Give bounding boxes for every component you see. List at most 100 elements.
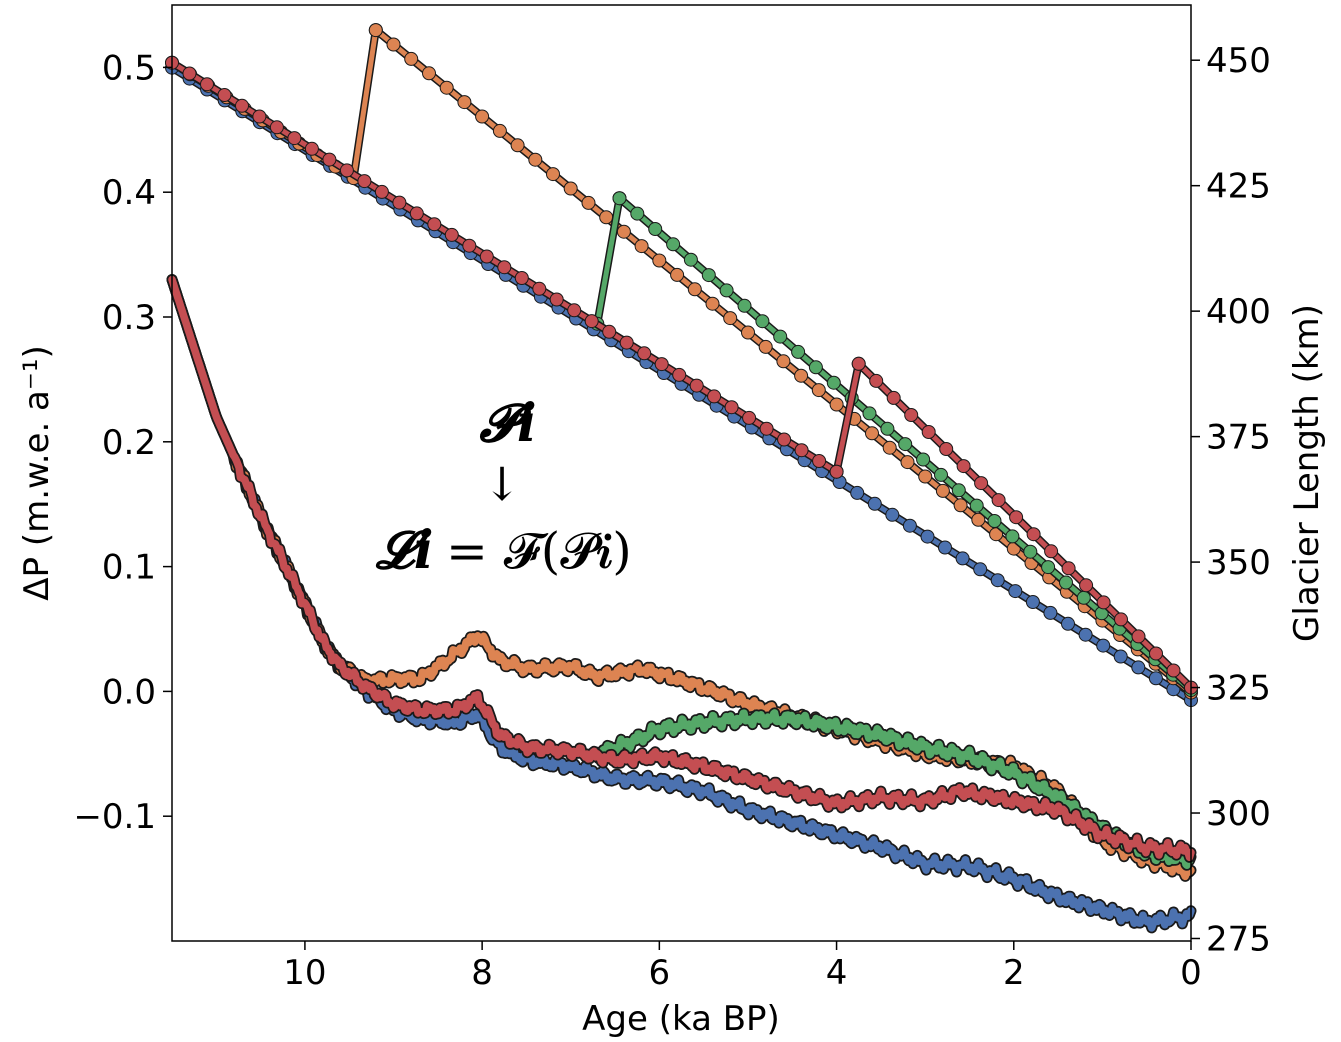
length-marker <box>812 454 827 468</box>
length-marker <box>1009 510 1024 525</box>
length-marker <box>867 496 882 511</box>
length-marker <box>386 37 401 52</box>
length-marker <box>886 390 901 405</box>
length-marker <box>755 314 770 329</box>
y-right-tick-label: 450 <box>1206 41 1271 81</box>
length-marker <box>368 23 383 38</box>
annotation-top-label: 𝓟𝒊 <box>479 393 536 454</box>
length-marker <box>1078 627 1093 642</box>
axis-ticks: 10 8 6 4 2 0 0.5 0.4 0.3 0.2 0.1 0.0 −0.1 450 425 400 37… <box>73 41 1270 993</box>
y-right-tick-label: 325 <box>1206 669 1271 709</box>
length-marker <box>939 442 954 456</box>
length-marker <box>637 346 652 361</box>
length-marker <box>759 421 774 436</box>
length-marker <box>741 325 755 340</box>
y-right-tick-label: 350 <box>1206 543 1271 583</box>
length-marker <box>737 298 752 313</box>
length-marker <box>1008 584 1023 599</box>
length-marker <box>971 512 986 527</box>
y-right-tick-label: 300 <box>1206 794 1271 834</box>
length-marker <box>514 271 529 285</box>
length-marker <box>705 296 720 311</box>
length-marker <box>719 283 734 298</box>
length-marker <box>701 268 716 283</box>
length-marker <box>991 493 1006 508</box>
length-marker <box>687 282 702 297</box>
length-marker <box>532 281 547 296</box>
x-tick-label: 10 <box>283 953 326 993</box>
equation-annotation: 𝓟𝒊 ↓ 𝓛𝒊 = 𝓕(𝓟𝒊) <box>375 393 632 581</box>
length-marker <box>409 206 424 221</box>
length-marker <box>916 452 931 467</box>
length-marker <box>182 66 197 81</box>
length-marker <box>776 354 791 369</box>
length-marker <box>829 397 844 412</box>
length-marker <box>252 109 267 124</box>
length-marker <box>990 573 1005 588</box>
length-marker <box>987 514 1002 528</box>
x-tick-label: 4 <box>826 953 848 993</box>
length-marker <box>444 227 459 242</box>
length-marker <box>392 195 407 210</box>
x-axis-label: Age (ka BP) <box>582 999 780 1039</box>
length-marker <box>902 518 917 533</box>
length-marker <box>619 335 634 350</box>
length-marker <box>1076 590 1091 605</box>
length-marker <box>510 138 525 153</box>
length-marker <box>1148 671 1163 686</box>
length-marker <box>648 222 663 236</box>
length-marker <box>546 167 560 182</box>
length-marker <box>1114 612 1128 627</box>
length-marker <box>1131 629 1146 644</box>
length-marker <box>794 443 809 458</box>
length-marker <box>269 120 284 135</box>
length-marker <box>616 224 631 239</box>
length-marker <box>918 469 933 484</box>
length-marker <box>670 267 685 282</box>
length-marker <box>357 174 372 189</box>
length-marker <box>974 476 989 491</box>
length-marker <box>492 123 507 138</box>
length-marker <box>724 400 739 415</box>
length-marker <box>683 252 698 267</box>
length-marker <box>322 152 337 167</box>
annotation-arrow: ↓ <box>483 457 522 511</box>
length-marker <box>969 498 984 513</box>
length-marker <box>758 339 773 354</box>
length-marker <box>862 406 877 421</box>
length-marker <box>1023 544 1038 559</box>
length-marker <box>1166 663 1181 678</box>
length-marker <box>826 375 841 390</box>
length-marker <box>462 238 477 253</box>
length-marker <box>1061 616 1075 631</box>
length-marker <box>1025 595 1040 609</box>
length-marker <box>723 311 738 326</box>
length-marker <box>1026 527 1041 542</box>
length-marker <box>900 455 915 470</box>
length-marker <box>904 408 919 422</box>
length-marker <box>1149 646 1163 661</box>
length-marker <box>1131 660 1146 675</box>
y-right-tick-label: 425 <box>1206 167 1271 207</box>
length-marker <box>528 152 543 167</box>
length-marker <box>794 368 809 383</box>
y-right-tick-label: 375 <box>1206 418 1271 458</box>
length-marker <box>1043 605 1058 620</box>
length-marker <box>1005 529 1020 544</box>
length-marker <box>689 378 704 393</box>
y-left-tick-label: −0.1 <box>73 797 156 837</box>
length-marker <box>584 314 599 329</box>
length-marker <box>1061 561 1076 576</box>
length-marker <box>869 373 884 388</box>
y-left-tick-label: 0.3 <box>102 298 156 338</box>
y-left-tick-label: 0.2 <box>102 423 156 463</box>
length-marker <box>850 485 865 500</box>
length-marker <box>951 483 966 498</box>
length-marker <box>549 292 564 307</box>
length-marker <box>457 95 472 110</box>
length-marker <box>339 163 354 178</box>
length-marker <box>479 249 494 264</box>
length-marker <box>777 432 792 447</box>
plot-frame <box>171 4 1192 942</box>
